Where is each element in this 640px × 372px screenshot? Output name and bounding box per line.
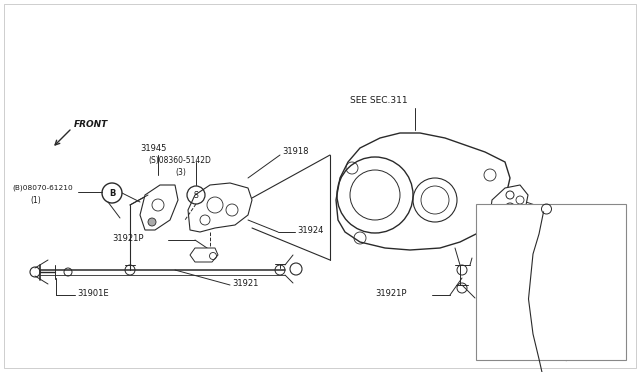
Bar [476,204,626,360]
Text: 31924: 31924 [297,225,323,234]
Text: 31970: 31970 [577,221,604,231]
Circle shape [148,218,156,226]
Text: SEE SEC.311: SEE SEC.311 [350,96,408,105]
Polygon shape [140,185,178,230]
Polygon shape [188,183,252,232]
Polygon shape [490,185,528,220]
Text: 31921P: 31921P [112,234,143,243]
Text: 31978: 31978 [477,292,504,301]
Text: 31918: 31918 [282,147,308,155]
Polygon shape [336,133,510,250]
Text: (B)08070-61210: (B)08070-61210 [12,185,73,191]
Text: FRONT: FRONT [74,119,108,128]
Text: 31945: 31945 [140,144,166,153]
Text: 31921: 31921 [232,279,259,288]
Text: (3): (3) [175,167,186,176]
Polygon shape [190,248,218,262]
Text: S: S [194,190,198,199]
Circle shape [207,255,213,261]
Text: ^3.9 (0075: ^3.9 (0075 [545,355,585,361]
Text: 31921P: 31921P [375,289,406,298]
Text: (S)08360-5142D: (S)08360-5142D [148,155,211,164]
Text: 31901E: 31901E [77,289,109,298]
Text: (1): (1) [30,196,41,205]
Text: 31935: 31935 [479,295,504,304]
Text: B: B [109,189,115,198]
